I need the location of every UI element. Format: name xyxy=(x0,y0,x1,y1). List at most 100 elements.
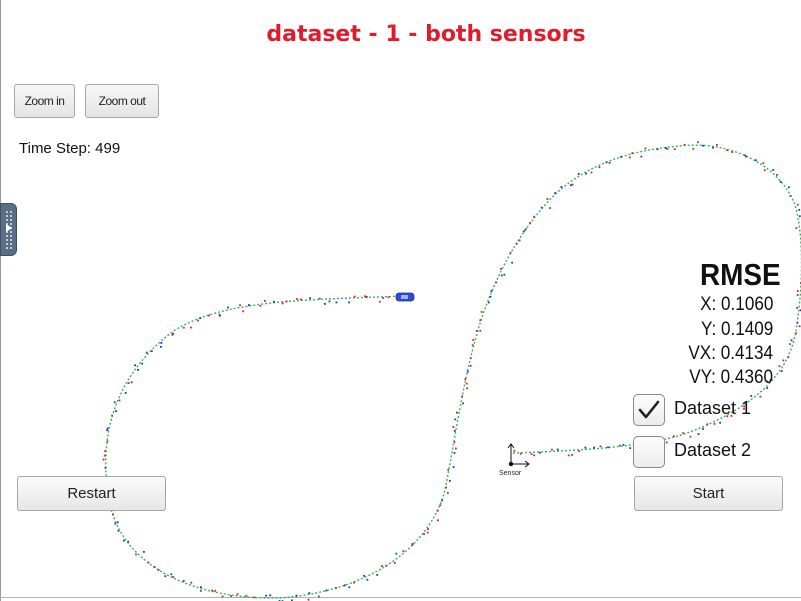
lidar-marker xyxy=(682,432,685,434)
radar-marker xyxy=(170,573,173,576)
lidar-marker xyxy=(518,239,521,242)
window-left-border xyxy=(0,0,1,601)
restart-button[interactable]: Restart xyxy=(17,476,166,511)
lidar-marker xyxy=(296,298,298,300)
lidar-marker xyxy=(697,141,699,144)
radar-marker xyxy=(199,317,202,319)
lidar-marker xyxy=(281,302,284,305)
page-title: dataset - 1 - both sensors xyxy=(266,22,586,47)
lidar-marker xyxy=(479,319,482,322)
radar-marker xyxy=(799,309,801,312)
lidar-marker xyxy=(495,281,498,284)
radar-marker xyxy=(106,427,109,430)
car-icon xyxy=(395,292,415,302)
radar-marker xyxy=(570,184,572,187)
radar-marker xyxy=(124,392,127,394)
zoom-in-button[interactable]: Zoom in xyxy=(14,84,75,118)
lidar-marker xyxy=(549,207,551,209)
radar-marker xyxy=(114,522,117,525)
lidar-marker xyxy=(426,531,429,534)
rmse-x-value: X: 0.1060 xyxy=(699,294,773,315)
lidar-marker xyxy=(245,594,248,597)
radar-marker xyxy=(608,161,611,164)
lidar-marker xyxy=(500,268,502,270)
lidar-marker xyxy=(798,325,801,328)
lidar-marker xyxy=(578,450,581,453)
radar-marker xyxy=(462,402,464,405)
radar-marker xyxy=(665,147,667,149)
lidar-marker xyxy=(631,152,634,154)
lidar-marker xyxy=(726,149,728,152)
lidar-marker xyxy=(529,222,532,224)
lidar-marker xyxy=(106,440,109,443)
start-button[interactable]: Start xyxy=(634,476,783,511)
radar-marker xyxy=(620,156,622,158)
lidar-marker xyxy=(190,581,193,584)
radar-marker xyxy=(560,186,563,188)
radar-marker xyxy=(766,380,768,383)
radar-marker xyxy=(130,381,133,384)
dataset-2-checkbox[interactable] xyxy=(633,436,665,468)
radar-marker xyxy=(328,300,331,303)
radar-marker xyxy=(182,580,185,582)
radar-marker xyxy=(137,369,139,371)
lidar-marker xyxy=(466,387,469,390)
lidar-marker xyxy=(731,151,734,153)
lidar-marker xyxy=(381,565,383,567)
radar-marker xyxy=(593,446,595,449)
radar-marker xyxy=(702,144,704,147)
lidar-marker xyxy=(619,444,621,447)
expand-arrow-icon xyxy=(6,224,12,232)
rmse-vx-value: VX: 0.4134 xyxy=(688,343,773,364)
radar-marker xyxy=(780,370,783,372)
lidar-marker xyxy=(437,519,439,522)
sensor-origin xyxy=(507,443,530,468)
lidar-marker xyxy=(480,311,483,313)
radar-marker xyxy=(796,321,799,324)
lidar-marker xyxy=(546,198,549,200)
radar-marker xyxy=(522,230,525,233)
lidar-marker xyxy=(713,423,716,425)
lidar-marker xyxy=(439,504,442,507)
radar-marker xyxy=(123,539,125,542)
radar-marker xyxy=(585,172,587,175)
zoom-out-button[interactable]: Zoom out xyxy=(85,84,159,118)
lidar-marker xyxy=(365,296,368,298)
lidar-marker xyxy=(465,382,468,385)
lidar-marker xyxy=(211,589,213,592)
lidar-marker xyxy=(672,435,675,438)
lidar-marker xyxy=(157,569,160,571)
radar-marker xyxy=(453,430,456,432)
radar-marker xyxy=(640,155,643,158)
lidar-marker xyxy=(285,300,288,303)
radar-marker xyxy=(766,387,769,389)
radar-marker xyxy=(466,370,469,373)
lidar-marker xyxy=(479,329,482,332)
lidar-marker xyxy=(744,154,746,157)
lidar-marker xyxy=(513,449,516,452)
lidar-marker xyxy=(364,295,366,298)
radar-marker xyxy=(291,599,293,601)
sensor-measurements xyxy=(102,141,801,601)
lidar-marker xyxy=(763,169,766,172)
lidar-marker xyxy=(264,300,266,302)
radar-marker xyxy=(376,574,379,576)
radar-marker xyxy=(503,273,506,276)
lidar-marker xyxy=(796,294,799,296)
radar-marker xyxy=(113,401,116,404)
dataset-1-checkbox[interactable] xyxy=(633,394,665,426)
side-panel-handle[interactable] xyxy=(0,203,17,256)
lidar-marker xyxy=(533,454,536,457)
lidar-marker xyxy=(795,227,798,229)
radar-marker xyxy=(335,301,338,304)
lidar-marker xyxy=(666,148,669,150)
lidar-marker xyxy=(242,310,245,313)
lidar-marker xyxy=(571,454,573,456)
lidar-marker xyxy=(300,298,302,301)
lidar-marker xyxy=(135,553,137,556)
radar-marker xyxy=(456,411,458,414)
lidar-marker xyxy=(112,513,114,516)
lidar-marker xyxy=(743,405,745,408)
lidar-marker xyxy=(197,319,199,322)
lidar-marker xyxy=(455,447,457,450)
